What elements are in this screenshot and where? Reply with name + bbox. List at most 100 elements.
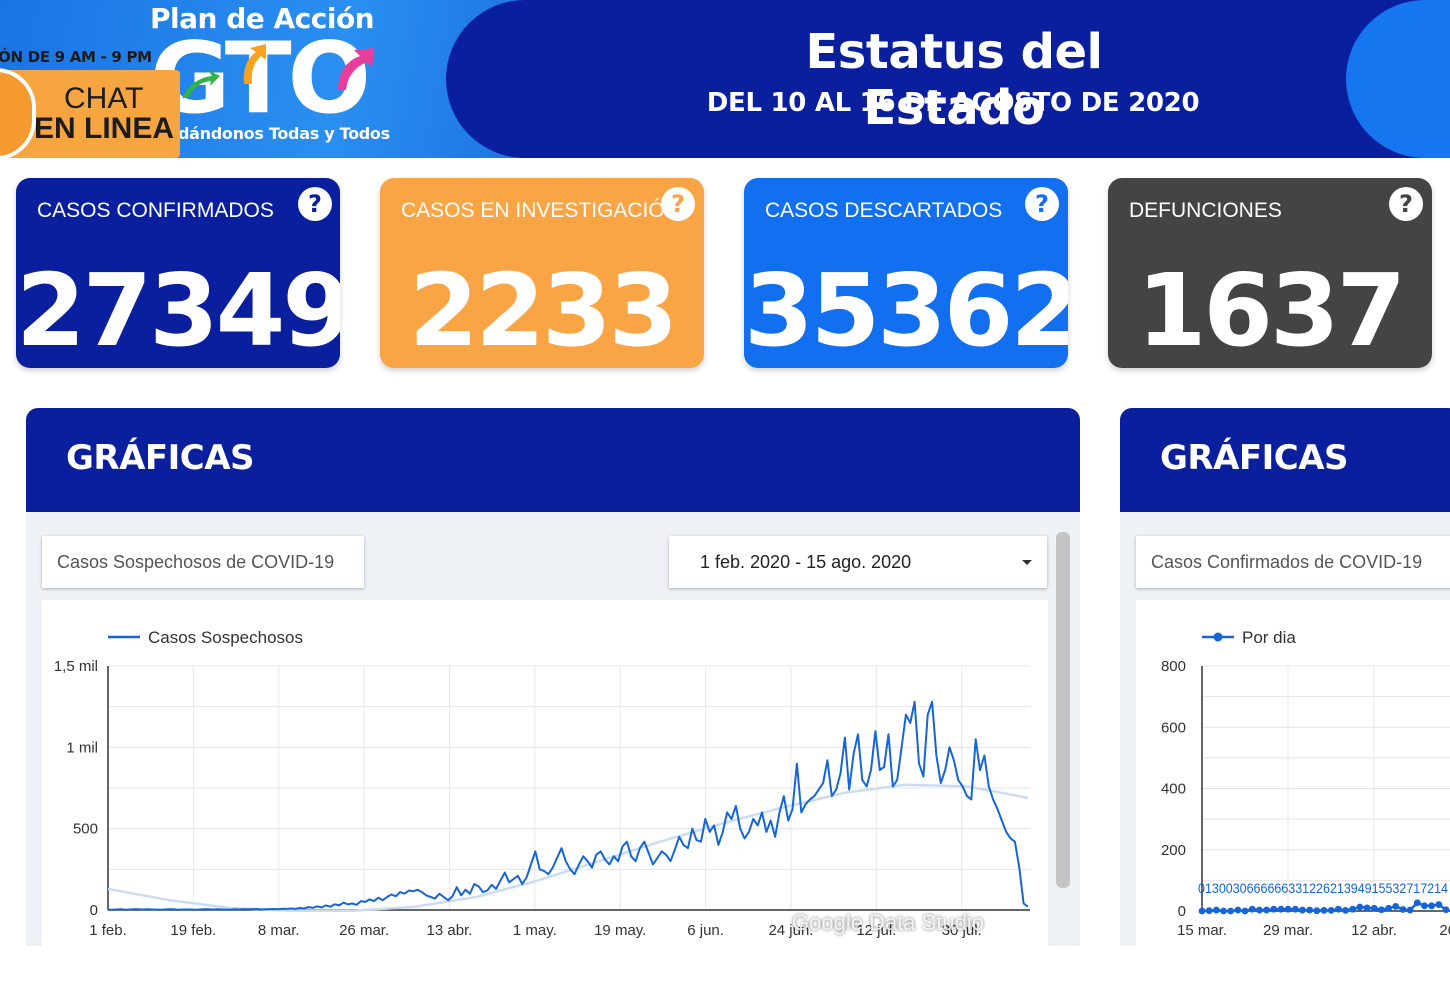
chat-label-online: EN LINEA [34,112,175,145]
data-point [1306,906,1314,914]
data-point [1342,906,1349,914]
card-label: CASOS CONFIRMADOS [37,199,274,222]
data-point [1442,906,1450,914]
x-tick-label: 26 [1439,922,1450,939]
scrollbar-thumb[interactable] [1056,532,1070,888]
x-tick-label: 6 jun. [687,922,724,939]
x-tick-label: 1 may. [513,922,557,939]
y-tick-label: 1,5 mil [54,658,98,675]
x-tick-label: 19 feb. [170,922,216,939]
section-title: GRÁFICAS [66,438,255,478]
tagline: dándonos Todas y Todos [178,124,390,143]
x-tick-label: 19 may. [594,922,646,939]
x-tick-label: 1 feb. [89,922,127,939]
data-point [1320,906,1328,914]
data-point-labels: 013003066666633122621394915532717214 [1198,880,1448,896]
help-icon[interactable]: ? [1025,187,1059,221]
data-point [1270,905,1278,913]
card-label: CASOS DESCARTADOS [765,199,1003,222]
card-deaths: DEFUNCIONES ? 1637 [1108,178,1432,368]
watermark: Google Data Studio [792,910,985,935]
data-point [1413,899,1421,907]
data-point [1256,906,1263,914]
green-arrow-icon [182,70,220,98]
x-tick-label: 8 mar. [258,922,300,939]
card-confirmed: CASOS CONFIRMADOS ? 27349 [16,178,340,368]
card-value: 2233 [408,252,678,368]
data-point [1220,907,1227,915]
legend-label: Casos Sospechosos [148,628,303,647]
data-point [1277,905,1285,913]
chart-selector-left[interactable]: Casos Sospechosos de COVID-19 [42,536,364,588]
x-tick-label: 13 abr. [427,922,473,939]
chat-hours: ÓN DE 9 AM - 9 PM [0,48,152,66]
card-discarded: CASOS DESCARTADOS ? 35362 [744,178,1068,368]
section-title: GRÁFICAS [1160,438,1349,478]
data-point [1284,905,1292,913]
y-tick-label: 0 [1178,903,1186,920]
header-banner: Estatus del Estado DEL 10 AL 16 DE AGOST… [446,0,1450,158]
date-range-text: 1 feb. 2020 - 15 ago. 2020 [700,552,912,572]
orange-arrow-icon [243,44,266,84]
suspected-cases-chart: 1 feb. 19 feb. 8 mar. 26 mar. 13 abr. 1 may. 1… [54,628,1030,939]
data-point [1263,906,1270,914]
page-title: Estatus del Estado [805,24,1103,136]
data-point [1435,901,1443,908]
x-tick-label: 12 jul. [856,922,896,939]
page-subtitle: DEL 10 AL 16 DE AGOSTO DE 2020 [706,88,1200,118]
card-value: 1637 [1136,252,1406,368]
x-tick-label: 24 jun. [768,922,813,939]
series-line-casos-sospechosos [108,700,1029,911]
data-point [1198,907,1206,915]
legend-marker [1213,632,1223,642]
data-point [1248,905,1256,913]
data-point [1349,905,1357,913]
data-point [1234,906,1242,914]
card-value: 27349 [16,252,340,368]
data-point [1356,903,1364,911]
banner-accent [1346,0,1450,158]
y-tick-label: 1 mil [66,739,98,756]
data-point [1299,906,1306,914]
caret-down-icon [1022,560,1032,565]
x-tick-label: 30 jul. [942,922,982,939]
plan-title: Plan de Acción [150,2,375,35]
legend-label: Por dia [1242,628,1296,647]
help-icon[interactable]: ? [298,187,332,221]
x-tick-label: 26 mar. [339,922,389,939]
confirmed-cases-chart: 15 mar. 29 mar. 12 abr. 26 0 200 400 600 800 0130… [1161,628,1450,939]
data-point [1334,905,1342,913]
data-point [1421,902,1428,910]
x-tick-label: 15 mar. [1177,922,1227,939]
chat-bubble-icon [0,68,36,158]
data-point [1291,905,1299,913]
data-point [1399,906,1407,913]
data-point [1313,907,1321,915]
data-point [1212,906,1220,914]
date-range-picker[interactable]: 1 feb. 2020 - 15 ago. 2020 [669,536,1047,588]
data-point [1227,907,1235,915]
chart-area-left [42,600,1048,946]
data-point [1428,902,1436,910]
help-icon[interactable]: ? [1389,187,1423,221]
chat-online-button[interactable]: CHAT EN LINEA [0,68,180,158]
x-tick-label: 29 mar. [1263,922,1313,939]
pink-arrow-icon [338,48,374,90]
section-header-left: GRÁFICAS [26,408,1080,512]
card-label: DEFUNCIONES [1129,199,1282,222]
y-tick-label: 200 [1161,842,1186,859]
help-icon[interactable]: ? [661,187,695,221]
data-point [1327,906,1335,914]
card-value: 35362 [744,252,1068,368]
data-point [1363,904,1371,912]
data-point [1385,904,1392,912]
data-point [1370,904,1378,912]
card-label: CASOS EN INVESTIGACIÓN [401,199,680,222]
chart-selector-right[interactable]: Casos Confirmados de COVID-19 [1136,536,1450,588]
y-tick-label: 500 [73,821,98,838]
x-tick-label: 12 abr. [1351,922,1397,939]
data-point [1205,907,1213,915]
chart-area-right [1136,600,1450,946]
y-tick-label: 400 [1161,781,1186,798]
